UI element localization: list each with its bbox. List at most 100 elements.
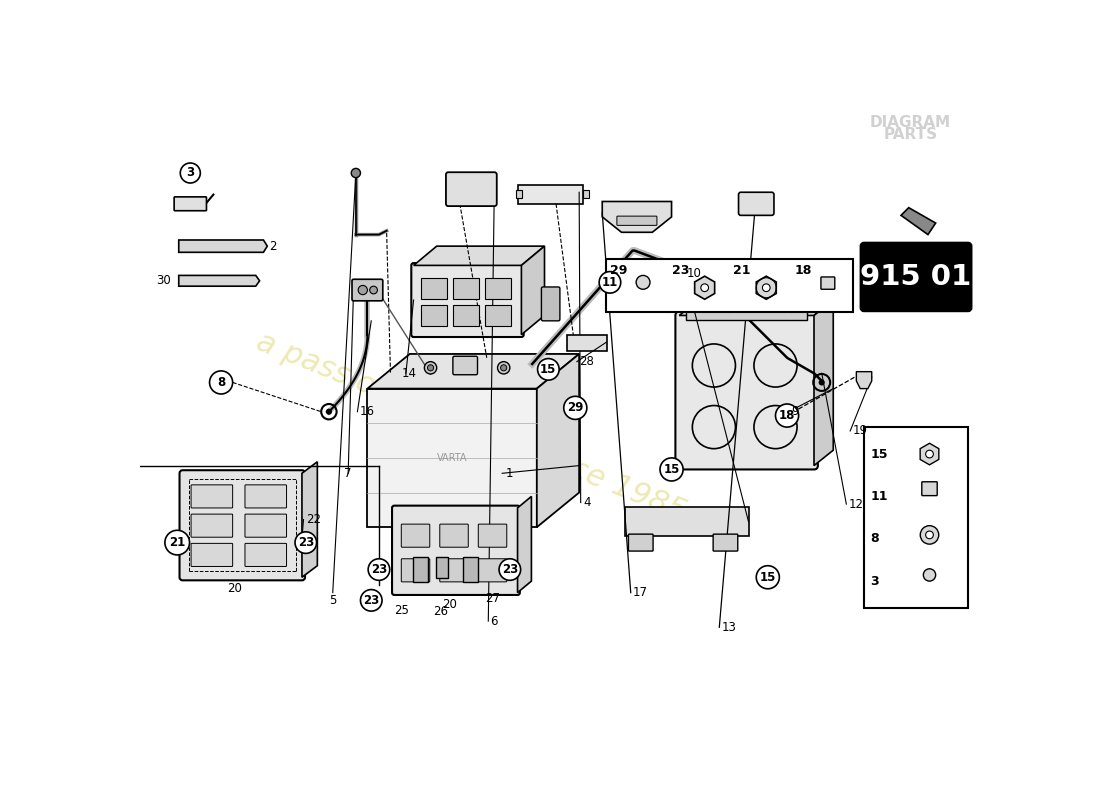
Text: 16: 16	[360, 405, 375, 418]
Text: 25: 25	[395, 604, 409, 617]
Circle shape	[600, 271, 620, 293]
FancyBboxPatch shape	[392, 506, 520, 595]
FancyBboxPatch shape	[440, 558, 469, 582]
Text: 20: 20	[442, 598, 458, 610]
Text: a passion for parts since 1985: a passion for parts since 1985	[252, 327, 691, 527]
Text: 27: 27	[485, 591, 501, 605]
FancyBboxPatch shape	[566, 335, 607, 351]
Circle shape	[926, 450, 933, 458]
Text: 11: 11	[870, 490, 888, 503]
Text: 29: 29	[609, 264, 627, 278]
Text: 23: 23	[671, 264, 689, 278]
Circle shape	[818, 379, 825, 386]
FancyBboxPatch shape	[245, 514, 286, 538]
Circle shape	[923, 569, 936, 581]
FancyBboxPatch shape	[453, 306, 480, 326]
Circle shape	[359, 286, 367, 294]
FancyBboxPatch shape	[402, 524, 430, 547]
FancyBboxPatch shape	[420, 306, 447, 326]
FancyBboxPatch shape	[412, 558, 428, 582]
FancyBboxPatch shape	[367, 389, 537, 527]
Circle shape	[497, 362, 510, 374]
FancyBboxPatch shape	[713, 534, 738, 551]
Circle shape	[425, 362, 437, 374]
Circle shape	[351, 168, 361, 178]
Text: 19: 19	[852, 425, 868, 438]
Text: 15: 15	[760, 570, 775, 584]
FancyBboxPatch shape	[922, 482, 937, 496]
Text: 3: 3	[870, 574, 879, 587]
FancyBboxPatch shape	[625, 507, 749, 536]
Text: 15: 15	[870, 447, 888, 461]
Circle shape	[921, 526, 938, 544]
FancyBboxPatch shape	[440, 524, 469, 547]
FancyBboxPatch shape	[352, 279, 383, 301]
Circle shape	[701, 284, 708, 291]
Text: 4: 4	[583, 496, 591, 509]
Text: 17: 17	[634, 586, 648, 599]
Text: 2: 2	[270, 240, 277, 253]
Text: 11: 11	[602, 276, 618, 289]
Circle shape	[757, 566, 779, 589]
FancyBboxPatch shape	[861, 243, 971, 311]
Text: 9: 9	[791, 405, 799, 418]
Circle shape	[776, 404, 799, 427]
Circle shape	[180, 163, 200, 183]
Circle shape	[368, 558, 389, 580]
Circle shape	[926, 531, 933, 538]
Text: VARTA: VARTA	[437, 453, 468, 463]
FancyBboxPatch shape	[485, 306, 512, 326]
FancyBboxPatch shape	[821, 277, 835, 290]
FancyBboxPatch shape	[446, 172, 497, 206]
Polygon shape	[517, 496, 531, 593]
Text: 3: 3	[186, 166, 195, 179]
Text: 13: 13	[722, 621, 737, 634]
Circle shape	[660, 458, 683, 481]
Text: 23: 23	[371, 563, 387, 576]
Polygon shape	[517, 185, 583, 204]
Polygon shape	[856, 372, 871, 389]
Circle shape	[563, 396, 586, 419]
Text: 18: 18	[779, 409, 795, 422]
FancyBboxPatch shape	[628, 534, 653, 551]
Circle shape	[165, 530, 189, 555]
FancyBboxPatch shape	[420, 278, 447, 299]
FancyBboxPatch shape	[191, 514, 233, 538]
Text: PARTS: PARTS	[883, 127, 937, 142]
Circle shape	[370, 286, 377, 294]
Text: 23: 23	[363, 594, 379, 607]
FancyBboxPatch shape	[686, 302, 807, 320]
Text: 21: 21	[169, 536, 185, 549]
Polygon shape	[301, 462, 318, 578]
FancyBboxPatch shape	[583, 190, 590, 198]
Polygon shape	[901, 208, 936, 234]
FancyBboxPatch shape	[516, 190, 522, 198]
Text: 8: 8	[870, 532, 879, 546]
Polygon shape	[680, 300, 834, 315]
Circle shape	[361, 590, 382, 611]
FancyBboxPatch shape	[411, 263, 524, 337]
Text: 15: 15	[540, 363, 557, 376]
FancyBboxPatch shape	[675, 311, 818, 470]
Text: 10: 10	[686, 266, 702, 280]
Text: 29: 29	[568, 402, 583, 414]
Circle shape	[538, 358, 559, 380]
Polygon shape	[521, 246, 544, 334]
FancyBboxPatch shape	[402, 558, 430, 582]
Circle shape	[500, 365, 507, 371]
Polygon shape	[178, 275, 260, 286]
FancyBboxPatch shape	[191, 485, 233, 508]
Text: 23: 23	[298, 536, 314, 549]
Text: 26: 26	[433, 606, 448, 618]
Circle shape	[499, 558, 520, 580]
Text: 14: 14	[403, 366, 417, 380]
Text: 21: 21	[733, 264, 750, 278]
FancyBboxPatch shape	[245, 485, 286, 508]
Circle shape	[209, 371, 233, 394]
FancyBboxPatch shape	[606, 259, 852, 311]
Circle shape	[762, 284, 770, 291]
Text: 12: 12	[849, 498, 864, 510]
Text: DIAGRAM: DIAGRAM	[870, 115, 950, 130]
Text: 20: 20	[227, 582, 242, 595]
FancyBboxPatch shape	[478, 524, 507, 547]
